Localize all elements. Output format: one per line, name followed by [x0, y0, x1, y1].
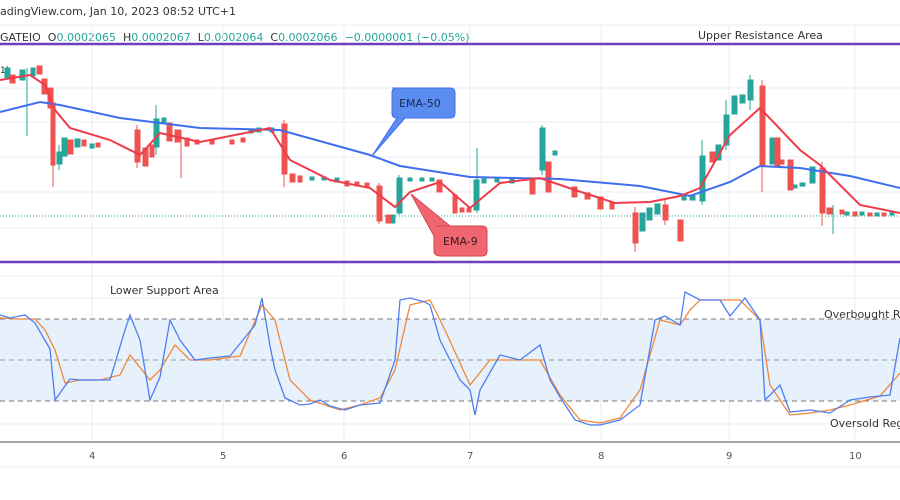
- low-label: L: [197, 31, 204, 44]
- lower-support-label: Lower Support Area: [110, 284, 219, 297]
- ema-50-callout: EMA-50: [371, 87, 456, 157]
- x-tick-6: 6: [341, 451, 347, 462]
- time-axis-labels: 4 5 6 7 8 9 10: [89, 451, 862, 462]
- x-tick-10: 10: [849, 451, 862, 462]
- upper-resistance-label: Upper Resistance Area: [698, 29, 823, 42]
- ema-9-callout: EMA-9: [410, 193, 488, 257]
- x-tick-5: 5: [220, 451, 226, 462]
- source-timestamp: adingView.com, Jan 10, 2023 08:52 UTC+1: [0, 5, 236, 18]
- open-label: O: [47, 31, 57, 44]
- x-tick-4: 4: [89, 451, 95, 462]
- stoch-k-line: [0, 290, 900, 426]
- open-value: 0.0002065: [56, 31, 116, 44]
- chart-source-line: adingView.com, Jan 10, 2023 08:52 UTC+1: [0, 5, 236, 18]
- symbol-label: GATEIO: [0, 31, 41, 44]
- low-value: 0.0002064: [203, 31, 264, 44]
- x-tick-8: 8: [598, 451, 604, 462]
- x-tick-9: 9: [726, 451, 732, 462]
- ema-9-line: [0, 73, 900, 214]
- ohlc-legend: GATEIO O0.0002065 H0.0002067 L0.0002064 …: [0, 31, 470, 44]
- overbought-label: Overbought R: [824, 308, 900, 321]
- high-label: H: [122, 31, 132, 44]
- change-value: −0.0000001 (−0.05%): [344, 31, 470, 44]
- close-value: 0.0002066: [278, 31, 338, 44]
- ema-9-label: EMA-9: [443, 235, 478, 248]
- price-candles: [4, 65, 895, 252]
- stoch-d-line: [0, 299, 900, 424]
- x-tick-7: 7: [467, 451, 473, 462]
- oversold-label: Oversold Reg: [830, 417, 900, 430]
- high-value: 0.0002067: [131, 31, 191, 44]
- close-label: C: [270, 31, 279, 44]
- ema-50-line: [0, 100, 900, 198]
- ema-50-label: EMA-50: [399, 97, 441, 110]
